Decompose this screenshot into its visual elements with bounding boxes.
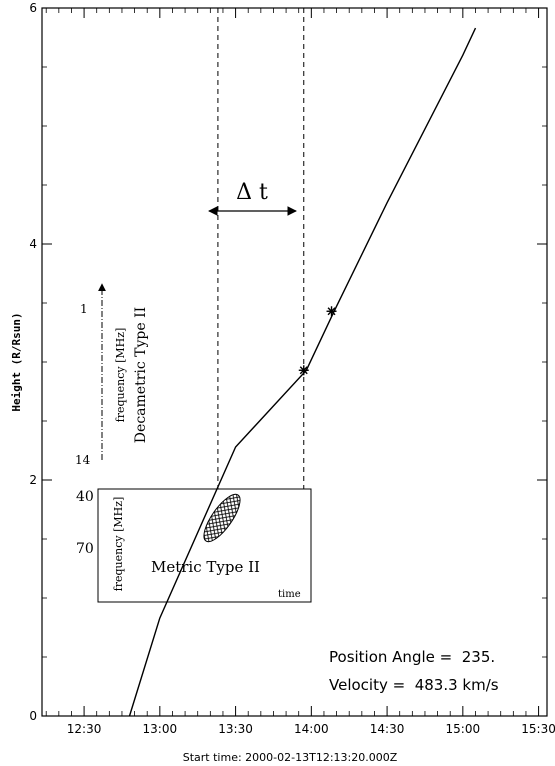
asterisk-stroke [299, 366, 308, 375]
decametric-tick-14: 14 [75, 453, 91, 467]
decametric-freq-label: frequency [MHz] [114, 328, 127, 423]
metric-freq-tick-40: 40 [76, 489, 94, 505]
x-tick-label: 14:00 [294, 722, 329, 736]
metric-type-ii-blob [203, 493, 241, 543]
x-tick-label: 13:00 [143, 722, 178, 736]
y-tick-label: 0 [29, 709, 37, 723]
position-angle-text: Position Angle = 235. [329, 648, 495, 666]
x-tick-label: 13:30 [218, 722, 253, 736]
delta-t-label: Δ t [236, 180, 268, 205]
decametric-title: Decametric Type II [133, 307, 149, 443]
y-tick-label: 2 [29, 473, 37, 487]
y-tick-label: 6 [29, 1, 37, 15]
x-tick-label: 14:30 [370, 722, 405, 736]
asterisk-stroke [327, 307, 336, 316]
metric-title: Metric Type II [151, 558, 260, 576]
dashed-lines [217, 8, 305, 489]
metric-time-label: time [278, 589, 301, 600]
x-tick-label: 12:30 [67, 722, 102, 736]
height-time-line [128, 27, 477, 717]
decametric-tick-1: 1 [80, 302, 88, 316]
data-markers [298, 306, 337, 376]
metric-freq-tick-70: 70 [76, 541, 94, 557]
y-axis-ticks: 0 2 4 6 [29, 1, 547, 723]
y-axis-label: Height (R/Rsun) [10, 312, 23, 411]
velocity-text: Velocity = 483.3 km/s [329, 676, 499, 694]
asterisk-marker [298, 365, 309, 376]
x-tick-label: 15:00 [446, 722, 481, 736]
metric-type-ii-box [97, 488, 312, 603]
x-axis-ticks: 12:30 13:00 13:30 14:00 14:30 15:00 15:30 [45, 8, 555, 736]
metric-freq-label: frequency [MHz] [112, 497, 125, 592]
x-tick-label: 15:30 [521, 722, 555, 736]
x-axis-label: Start time: 2000-02-13T12:13:20.000Z [183, 751, 398, 764]
asterisk-marker [326, 306, 337, 317]
y-tick-label: 4 [29, 237, 37, 251]
